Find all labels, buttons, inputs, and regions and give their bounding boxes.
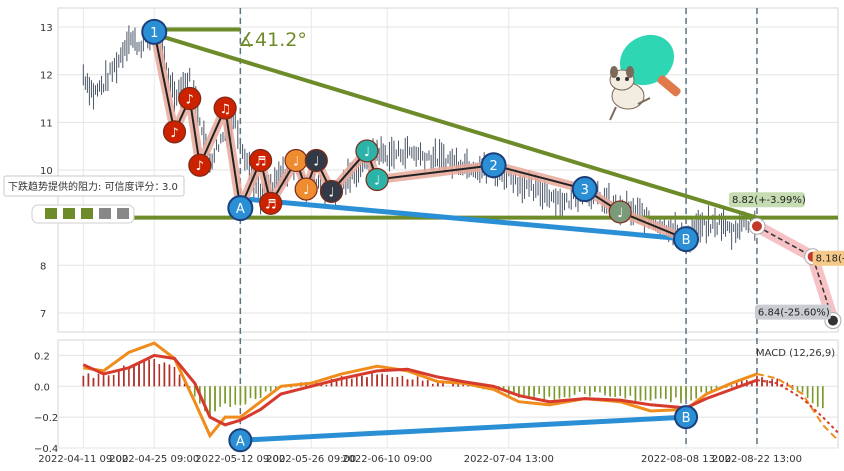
wave-point-marker [141, 18, 168, 45]
macd-line [83, 341, 758, 439]
resistance-info-score: 3.0 [162, 182, 178, 193]
music-note-badge [355, 139, 379, 163]
macd-divergence-line [240, 414, 687, 443]
wave-point-marker [227, 195, 254, 222]
music-note-glyph: ♬ [255, 154, 267, 169]
wave-point-marker [571, 176, 598, 203]
macd-forecast-line [756, 372, 839, 441]
x-tick-label: 2022-08-22 13:00 [712, 454, 802, 465]
rating-star-4 [99, 208, 111, 219]
y-axis-ticks: 78910111213−0.4−0.20.00.2 [34, 23, 58, 455]
music-note-badge [608, 200, 632, 224]
x-tick-label: 2022-08-08 13:00 [641, 454, 731, 465]
music-note-glyph: ♬ [265, 197, 277, 212]
resistance-info-text: 下跌趋势提供的阻力: 可信度评分： [8, 180, 165, 193]
forecast-label: 8.18(-11.00%) [816, 254, 844, 265]
price-y-tick-label: 11 [40, 118, 53, 129]
music-note-glyph: ♩ [364, 145, 370, 160]
forecast-label-box [728, 192, 805, 208]
macd-divergence-marker [674, 405, 699, 430]
forecast-label: 6.84(-25.60%) [758, 308, 830, 319]
wave-labels: 1 A 2 3 B [141, 18, 700, 253]
wave-point-label: 2 [489, 159, 497, 174]
music-note-glyph: ♩ [617, 206, 623, 221]
music-note-glyph: ♩ [328, 185, 334, 200]
resistance-line [153, 32, 758, 220]
music-note-badge [365, 167, 389, 192]
wave-point-label: 3 [581, 183, 589, 198]
price-y-tick-label: 13 [40, 23, 53, 34]
x-tick-label: 2022-05-26 09:00 [266, 454, 356, 465]
macd-divergence-label: B [682, 411, 691, 426]
forecast-label-box [754, 304, 831, 320]
music-note-glyph: ♪ [186, 93, 194, 108]
music-note-glyph: ♩ [374, 174, 380, 189]
forecast-group: 8.82(+-3.99%) 8.18(-11.00%) 6.84(-25.60%) [728, 192, 844, 330]
music-note-badge [304, 148, 328, 173]
music-note-badge [162, 120, 187, 144]
macd-divergence-label: A [236, 434, 245, 449]
wave-point-label: A [236, 202, 245, 217]
wave-point-label: 1 [150, 26, 158, 41]
music-note-badge [213, 96, 237, 120]
music-note-glyph: ♩ [313, 154, 319, 169]
wave-point-marker [673, 226, 700, 253]
x-tick-label: 2022-04-11 09:00 [38, 454, 128, 465]
x-tick-label: 2022-04-25 09:00 [109, 454, 199, 465]
forecast-label: 8.82(+-3.99%) [732, 195, 806, 206]
price-y-tick-label: 8 [40, 261, 46, 272]
price-y-tick-label: 10 [40, 166, 53, 177]
wave-point-label: B [682, 233, 691, 248]
x-tick-label: 2022-06-10 09:00 [342, 454, 432, 465]
macd-divergence-marker [228, 428, 253, 453]
music-note-glyph: ♩ [303, 183, 309, 198]
angle-label: ∡41.2° [238, 29, 307, 51]
macd-y-tick-label: 0.0 [34, 382, 50, 393]
price-y-tick-label: 12 [40, 71, 53, 82]
music-note-badge [259, 191, 283, 215]
wave-point-marker [480, 152, 507, 179]
macd-title: MACD (12,26,9) [756, 348, 835, 359]
music-note-badge [248, 148, 273, 173]
x-tick-label: 2022-05-12 09:00 [195, 454, 285, 465]
music-note-glyph: ♩ [293, 154, 299, 169]
dog-icon [609, 66, 651, 121]
price-y-tick-label: 7 [40, 309, 46, 320]
music-note-badge [178, 86, 202, 111]
rating-star-2 [63, 208, 75, 219]
forecast-label-box [812, 250, 844, 266]
music-note-glyph: ♫ [219, 102, 231, 117]
resistance-info-box: 下跌趋势提供的阻力: 可信度评分： 3.0 [3, 175, 185, 197]
rating-star-1 [45, 208, 57, 219]
x-tick-label: 2022-07-04 13:00 [464, 454, 554, 465]
music-note-glyph: ♪ [170, 126, 178, 141]
macd-line [82, 353, 758, 427]
rating-star-5 [117, 208, 129, 219]
macd-y-tick-label: 0.2 [34, 351, 50, 362]
music-note-badge [188, 153, 212, 177]
music-note-glyph: ♪ [196, 159, 204, 174]
trend-lines [58, 8, 838, 448]
macd-forecast-line [756, 379, 839, 434]
rating-badge [31, 204, 135, 224]
macd-y-tick-label: −0.4 [34, 444, 58, 455]
forecast-point [751, 221, 762, 232]
music-note-badge [294, 177, 318, 201]
music-note-badge [319, 179, 344, 204]
rating-star-3 [81, 208, 93, 219]
music-notes: ♪ ♪ ♪ ♫ ♬ ♬ ♩ ♩ ♩ ♩ ♩ ♩ ♩ [162, 86, 632, 224]
forecast-line [756, 225, 834, 321]
macd-y-tick-label: −0.2 [34, 413, 58, 424]
macd-group: AB [82, 341, 839, 453]
support-line [240, 196, 687, 242]
